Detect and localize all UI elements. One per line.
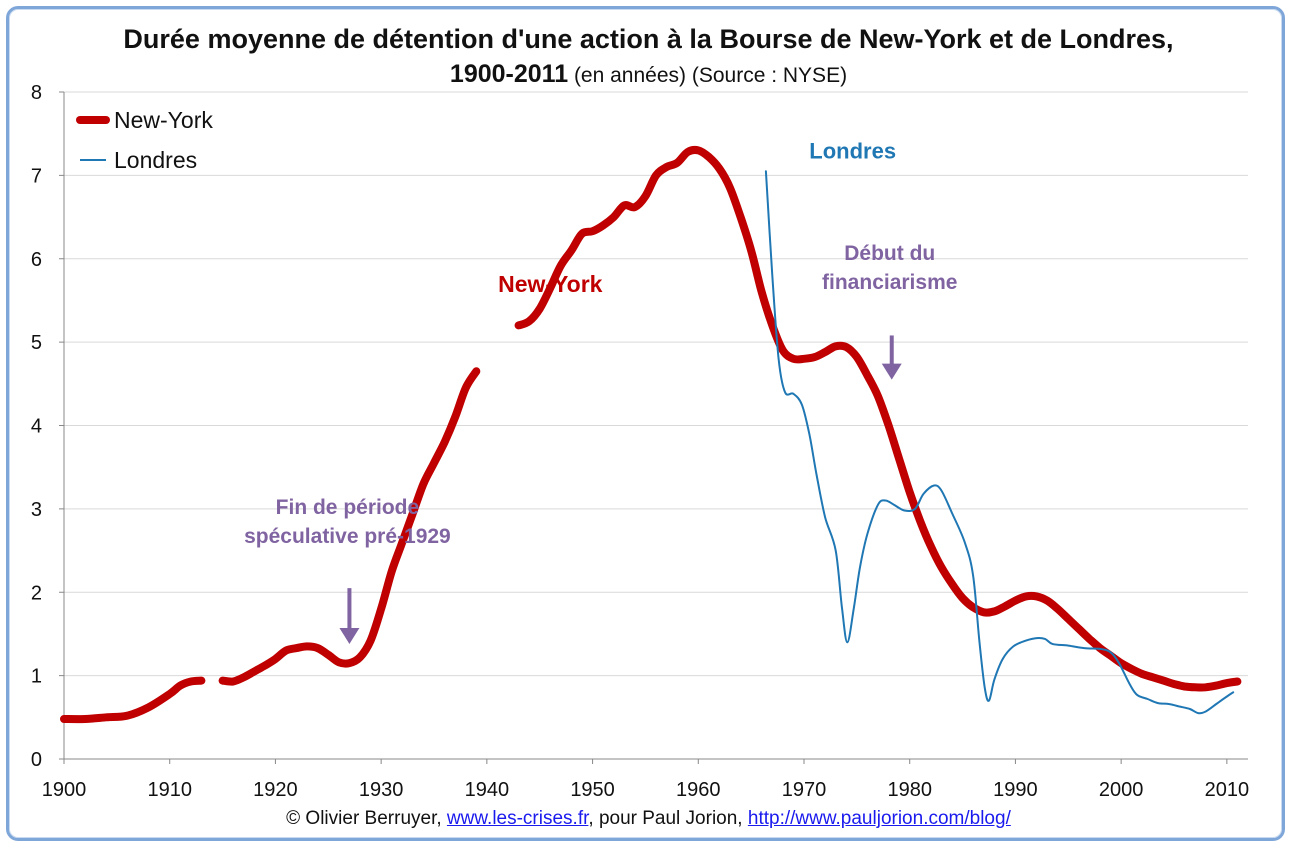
y-tick-label: 8 (31, 82, 42, 104)
x-tick-label: 1950 (570, 779, 615, 801)
x-tick-label: 2000 (1099, 779, 1144, 801)
legend-label-newyork: New-York (114, 107, 213, 133)
series-line-newyork (514, 145, 1242, 692)
axes: 0 1 2 3 4 5 6 7 8 1900 1910 1920 1930 1940 1950 1960 197… (31, 82, 1249, 801)
x-tick-label: 1910 (147, 779, 192, 801)
footer-link-pauljorion[interactable]: http://www.pauljorion.com/blog/ (747, 808, 1011, 829)
x-tick-label: 1940 (465, 779, 510, 801)
gridlines (64, 91, 1248, 677)
y-tick-label: 5 (31, 332, 42, 354)
annotation-debut-financiarisme-line1: Début du (844, 242, 935, 265)
y-tick-label: 2 (31, 582, 42, 604)
legend-label-londres: Londres (114, 147, 197, 173)
annotation-fin-speculative-arrow-head (339, 627, 360, 644)
y-tick-label: 3 (31, 499, 42, 521)
x-tick-label: 1920 (253, 779, 298, 801)
chart-frame (6, 6, 1285, 841)
footer-author: © Olivier Berruyer, (286, 808, 447, 829)
series-line-newyork (218, 367, 481, 686)
footer-middle: , pour Paul Jorion, (588, 808, 748, 829)
annotation-newyork: New-York (498, 271, 603, 297)
footer-credits: © Olivier Berruyer, www.les-crises.fr, p… (0, 808, 1297, 830)
x-tick-label: 2010 (1205, 779, 1250, 801)
chart-title: Durée moyenne de détention d'une action … (123, 24, 1174, 54)
x-tick-label: 1970 (782, 779, 827, 801)
series-line-newyork (60, 676, 206, 724)
annotations-layer: New-York Londres Fin de période spéculative… (244, 139, 957, 644)
y-tick-label: 7 (31, 165, 42, 187)
x-tick-label: 1960 (676, 779, 721, 801)
y-tick-label: 1 (31, 666, 42, 688)
x-tick-label: 1930 (359, 779, 404, 801)
y-tick-label: 6 (31, 249, 42, 271)
chart-period: 1900-2011 (449, 60, 569, 88)
x-tick-label: 1980 (887, 779, 932, 801)
series-layer (60, 145, 1242, 724)
footer-link-les-crises[interactable]: www.les-crises.fr (446, 808, 589, 829)
x-tick-label: 1990 (993, 779, 1038, 801)
annotation-fin-speculative-line1: Fin de période (276, 496, 420, 519)
annotation-londres: Londres (809, 139, 896, 164)
y-tick-label: 4 (31, 416, 42, 438)
annotation-debut-financiarisme-arrow-head (881, 363, 902, 380)
y-tick-label: 0 (31, 749, 42, 771)
chart-subtitle: 1900-2011 (en années) (Source : NYSE) (0, 60, 1297, 89)
annotation-debut-financiarisme-line2: financiarisme (822, 271, 957, 294)
annotation-fin-speculative-line2: spéculative pré-1929 (244, 525, 451, 548)
x-tick-label: 1900 (42, 779, 87, 801)
series-line-londres (764, 170, 1235, 715)
legend: New-York Londres (76, 107, 213, 173)
chart-units-source: (en années) (Source : NYSE) (568, 64, 848, 87)
